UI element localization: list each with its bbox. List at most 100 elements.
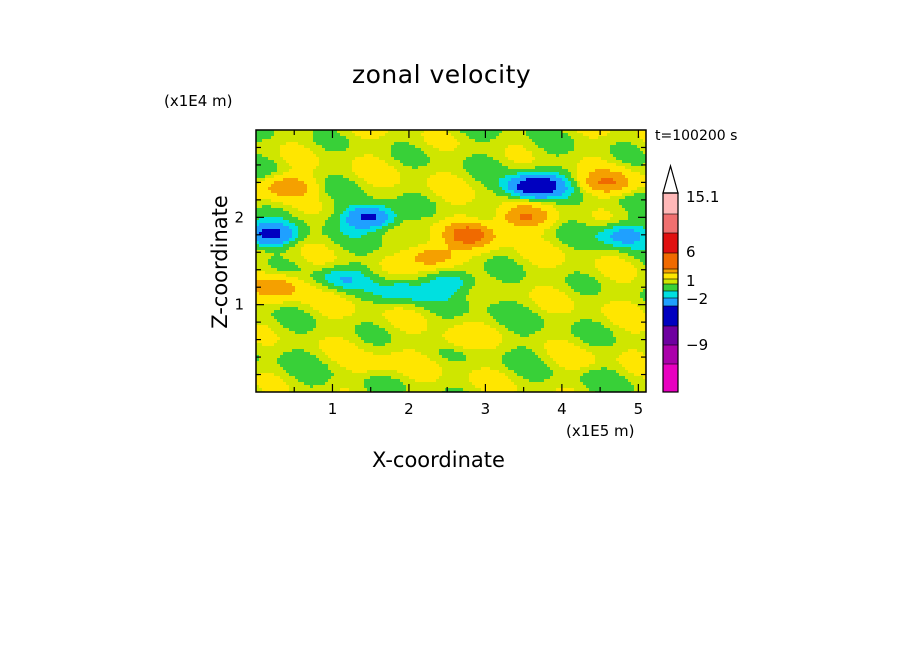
heatmap-cell (391, 244, 395, 248)
heatmap-cell (403, 178, 407, 182)
heatmap-cell (520, 232, 524, 236)
heatmap-cell (508, 199, 512, 203)
heatmap-cell (508, 160, 512, 164)
heatmap-cell (388, 241, 392, 245)
heatmap-cell (619, 235, 623, 239)
heatmap-cell (286, 172, 290, 176)
heatmap-cell (532, 151, 536, 155)
heatmap-cell (535, 235, 539, 239)
heatmap-cell (265, 148, 269, 152)
heatmap-cell (301, 181, 305, 185)
heatmap-cell (289, 163, 293, 167)
heatmap-cell (502, 202, 506, 206)
heatmap-cell (499, 139, 503, 143)
heatmap-cell (538, 172, 542, 176)
heatmap-cell (481, 169, 485, 173)
heatmap-cell (439, 145, 443, 149)
heatmap-cell (355, 160, 359, 164)
heatmap-cell (520, 181, 524, 185)
heatmap-cell (610, 226, 614, 230)
heatmap-cell (472, 229, 476, 233)
heatmap-cell (616, 157, 620, 161)
heatmap-cell (367, 184, 371, 188)
heatmap-cell (436, 220, 440, 224)
heatmap-cell (475, 214, 479, 218)
heatmap-cell (478, 241, 482, 245)
heatmap-cell (439, 241, 443, 245)
heatmap-cell (259, 136, 263, 140)
heatmap-cell (577, 217, 581, 221)
heatmap-cell (463, 136, 467, 140)
heatmap-cell (328, 133, 332, 137)
heatmap-cell (526, 181, 530, 185)
heatmap-cell (358, 142, 362, 146)
heatmap-cell (595, 184, 599, 188)
heatmap-cell (304, 154, 308, 158)
heatmap-cell (352, 169, 356, 173)
heatmap-cell (379, 169, 383, 173)
heatmap-cell (421, 151, 425, 155)
heatmap-cell (514, 217, 518, 221)
heatmap-cell (271, 235, 275, 239)
heatmap-cell (397, 154, 401, 158)
heatmap-cell (259, 160, 263, 164)
heatmap-cell (619, 214, 623, 218)
heatmap-cell (463, 133, 467, 137)
heatmap-cell (604, 211, 608, 215)
heatmap-cell (493, 154, 497, 158)
heatmap-cell (493, 163, 497, 167)
heatmap-cell (295, 214, 299, 218)
heatmap-cell (454, 145, 458, 149)
heatmap-cell (451, 196, 455, 200)
heatmap-cell (538, 133, 542, 137)
heatmap-cell (550, 214, 554, 218)
heatmap-cell (319, 184, 323, 188)
heatmap-cell (643, 211, 646, 215)
heatmap-cell (502, 196, 506, 200)
heatmap-cell (556, 223, 560, 227)
heatmap-cell (412, 136, 416, 140)
heatmap-cell (457, 157, 461, 161)
heatmap-cell (421, 199, 425, 203)
heatmap-cell (349, 187, 353, 191)
heatmap-cell (337, 157, 341, 161)
heatmap-cell (577, 223, 581, 227)
heatmap-cell (442, 175, 446, 179)
heatmap-cell (424, 232, 428, 236)
heatmap-cell (328, 196, 332, 200)
heatmap-cell (463, 196, 467, 200)
heatmap-cell (619, 151, 623, 155)
heatmap-cell (418, 220, 422, 224)
heatmap-cell (595, 229, 599, 233)
heatmap-cell (391, 142, 395, 146)
heatmap-cell (463, 238, 467, 242)
heatmap-cell (436, 130, 440, 134)
heatmap-cell (379, 130, 383, 134)
heatmap-cell (424, 172, 428, 176)
heatmap-cell (478, 169, 482, 173)
heatmap-cell (526, 241, 530, 245)
heatmap-cell (256, 130, 260, 134)
heatmap-cell (454, 232, 458, 236)
heatmap-cell (412, 241, 416, 245)
heatmap-cell (520, 133, 524, 137)
heatmap-cell (304, 175, 308, 179)
contour-field (256, 130, 646, 392)
heatmap-cell (469, 223, 473, 227)
heatmap-cell (286, 226, 290, 230)
heatmap-cell (331, 229, 335, 233)
heatmap-cell (439, 184, 443, 188)
heatmap-cell (331, 244, 335, 248)
heatmap-cell (598, 181, 602, 185)
heatmap-cell (307, 238, 311, 242)
heatmap-cell (409, 151, 413, 155)
heatmap-cell (619, 202, 623, 206)
heatmap-cell (451, 157, 455, 161)
heatmap-cell (433, 136, 437, 140)
heatmap-cell (505, 139, 509, 143)
heatmap-cell (388, 211, 392, 215)
heatmap-cell (448, 208, 452, 212)
heatmap-cell (643, 157, 646, 161)
heatmap-cell (445, 190, 449, 194)
heatmap-cell (538, 196, 542, 200)
